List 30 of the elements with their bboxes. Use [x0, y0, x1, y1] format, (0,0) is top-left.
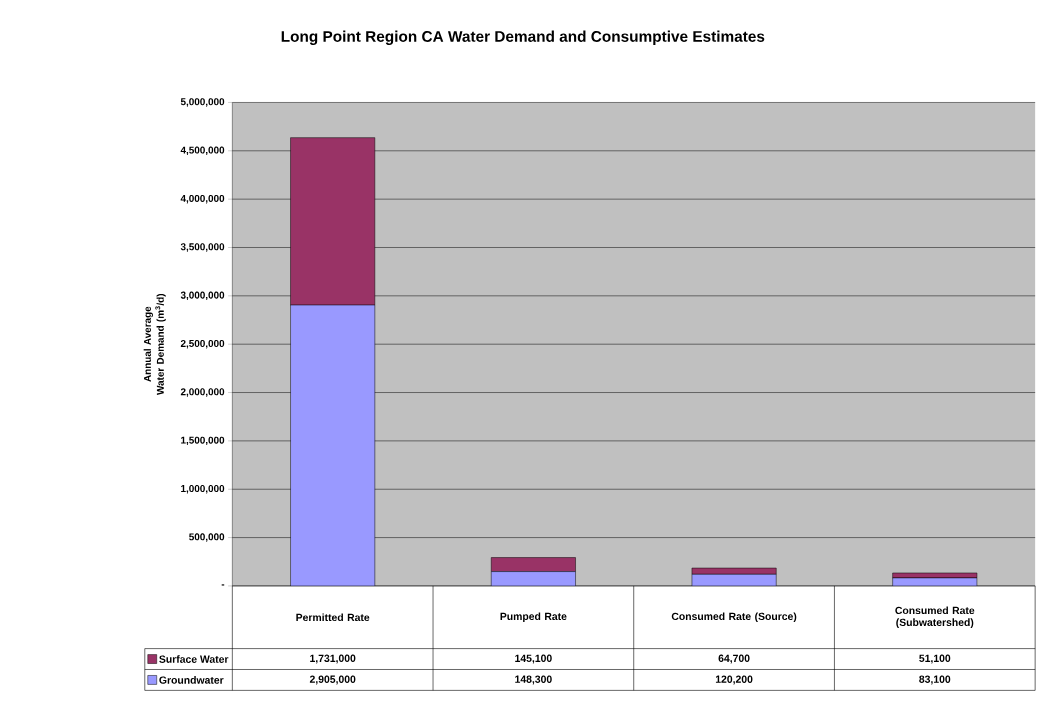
y-tick-label: 500,000: [189, 533, 225, 542]
data-label: 120,200: [715, 675, 753, 685]
y-tick-label: 2,500,000: [180, 339, 225, 349]
y-tick-label: 1,000,000: [181, 484, 225, 494]
y-tick-label: 3,000,000: [180, 291, 225, 300]
bar: [691, 567, 777, 575]
x-tick-label: Pumped Rate: [500, 612, 567, 622]
bar: [490, 557, 576, 572]
legend-label: Groundwater: [159, 675, 224, 684]
legend-label: Surface Water: [159, 655, 229, 663]
data-label: 83,100: [919, 675, 951, 685]
data-label: 148,300: [515, 675, 552, 685]
y-tick-label: 3,500,000: [180, 243, 225, 252]
data-label: 51,100: [919, 654, 951, 664]
chart-title: Long Point Region CA Water Demand and Consumptive Estimates: [281, 30, 765, 45]
data-label: 64,700: [718, 654, 750, 664]
y-tick-label: 4,000,000: [180, 194, 225, 204]
x-tick-label: Consumed Rate (Subwatershed): [895, 606, 975, 628]
data-label: 1,731,000: [310, 654, 356, 664]
y-axis-title: Annual Average Water Demand (m$^{3}$/d): [143, 293, 166, 395]
y-tick-label: 5,000,000: [180, 98, 225, 107]
x-tick-label: Permitted Rate: [296, 613, 370, 621]
y-tick-label: -: [221, 584, 225, 586]
y-tick-label: 2,000,000: [180, 388, 225, 397]
y-tick-label: 1,500,000: [181, 436, 225, 445]
data-label: 2,905,000: [309, 675, 356, 685]
data-label: 145,100: [515, 654, 552, 664]
y-tick-label: 4,500,000: [180, 146, 225, 155]
x-tick-label: Consumed Rate (Source): [671, 612, 797, 622]
bar: [290, 304, 376, 586]
